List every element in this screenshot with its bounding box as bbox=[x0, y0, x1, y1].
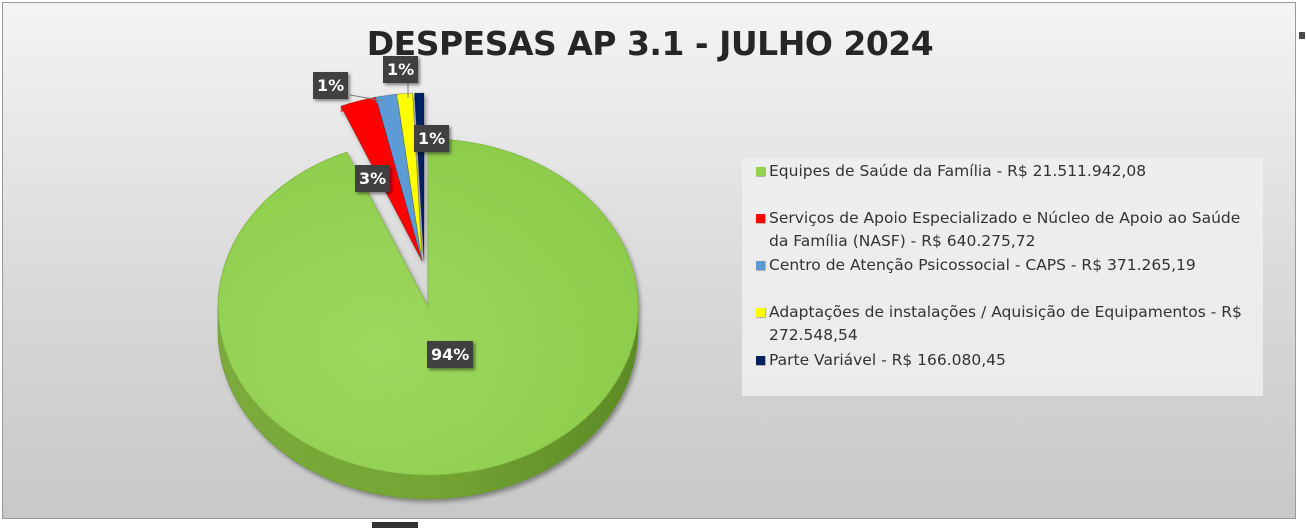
data-label: 1% bbox=[383, 56, 419, 83]
legend-swatch bbox=[756, 308, 765, 317]
legend-item: Parte Variável - R$ 166.080,45 bbox=[756, 349, 1256, 372]
data-label: 3% bbox=[355, 165, 391, 192]
legend-label: Adaptações de instalações / Aquisição de… bbox=[769, 303, 1242, 344]
legend-label: Serviços de Apoio Especializado e Núcleo… bbox=[769, 209, 1241, 250]
data-label: 1% bbox=[313, 72, 349, 99]
legend-item: Equipes de Saúde da Família - R$ 21.511.… bbox=[756, 160, 1256, 183]
data-label: 94% bbox=[427, 341, 474, 368]
legend-label: Centro de Atenção Psicossocial - CAPS - … bbox=[769, 256, 1196, 274]
legend-swatch bbox=[756, 214, 765, 223]
legend-label: Equipes de Saúde da Família - R$ 21.511.… bbox=[769, 162, 1147, 180]
legend-label: Parte Variável - R$ 166.080,45 bbox=[769, 351, 1006, 369]
legend-swatch bbox=[756, 167, 765, 176]
chart-title: DESPESAS AP 3.1 - JULHO 2024 bbox=[366, 24, 934, 63]
legend-item: Centro de Atenção Psicossocial - CAPS - … bbox=[756, 254, 1256, 277]
frame-handle bbox=[372, 522, 418, 528]
pie-slice bbox=[396, 92, 423, 262]
frame-handle bbox=[1299, 32, 1305, 39]
legend: Equipes de Saúde da Família - R$ 21.511.… bbox=[742, 158, 1263, 396]
legend-item: Serviços de Apoio Especializado e Núcleo… bbox=[756, 207, 1256, 253]
legend-item: Adaptações de instalações / Aquisição de… bbox=[756, 301, 1256, 347]
pie-slice bbox=[217, 138, 639, 476]
leader-line bbox=[349, 94, 386, 102]
legend-swatch bbox=[756, 261, 765, 270]
legend-swatch bbox=[756, 356, 765, 365]
data-label: 1% bbox=[414, 125, 450, 152]
